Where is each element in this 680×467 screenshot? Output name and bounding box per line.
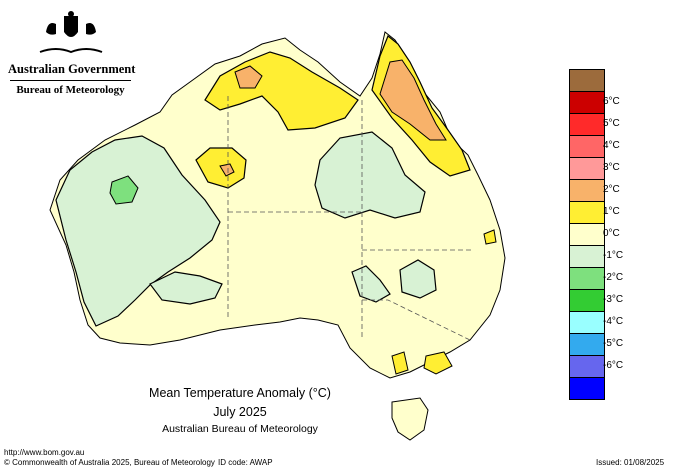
legend-swatch bbox=[570, 136, 604, 158]
legend-label: 4°C bbox=[603, 140, 620, 151]
anomaly-hot-north bbox=[234, 65, 263, 89]
legend-label: -2°C bbox=[603, 272, 624, 283]
anomaly-warm-vic-west bbox=[391, 351, 409, 375]
map-source: Australian Bureau of Meteorology bbox=[162, 423, 318, 435]
legend-label: 3°C bbox=[603, 162, 620, 173]
anomaly-cool-southeast bbox=[399, 259, 437, 299]
legend-swatch bbox=[570, 312, 604, 334]
legend-swatch bbox=[570, 290, 604, 312]
anomaly-colder-west bbox=[109, 175, 139, 205]
legend-swatch bbox=[570, 114, 604, 136]
anomaly-cool-central bbox=[314, 131, 426, 219]
anomaly-cool-west-south bbox=[149, 271, 223, 305]
legend-label: 5°C bbox=[603, 118, 620, 129]
legend-label: -5°C bbox=[603, 338, 624, 349]
footer-issued: Issued: 01/08/2025 bbox=[596, 458, 665, 467]
legend-label: -1°C bbox=[603, 250, 624, 261]
footer-copyright: © Commonwealth of Australia 2025, Bureau… bbox=[4, 458, 215, 467]
legend-label: 1°C bbox=[603, 206, 620, 217]
coat-of-arms-icon bbox=[39, 11, 102, 54]
legend-swatch bbox=[570, 356, 604, 378]
legend-swatch bbox=[570, 268, 604, 290]
branding-divider bbox=[10, 80, 131, 81]
legend-swatch bbox=[570, 92, 604, 114]
legend-swatch bbox=[570, 334, 604, 356]
bureau-name: Bureau of Meteorology bbox=[16, 84, 125, 96]
anomaly-hot-north-east bbox=[379, 59, 447, 141]
footer-id-code: ID code: AWAP bbox=[218, 458, 273, 467]
tasmania bbox=[391, 397, 429, 441]
legend-swatch bbox=[570, 224, 604, 246]
anomaly-warm-vic-east bbox=[423, 351, 453, 375]
legend-swatch bbox=[570, 246, 604, 268]
anomaly-hot-central bbox=[219, 163, 235, 177]
anomaly-warm-qld-coast bbox=[483, 229, 497, 245]
anomaly-cool-south bbox=[351, 265, 391, 303]
state-borders bbox=[227, 96, 472, 341]
anomaly-cool-west bbox=[55, 135, 221, 327]
legend-label: -6°C bbox=[603, 360, 624, 371]
legend-label: 2°C bbox=[603, 184, 620, 195]
legend-swatch bbox=[570, 70, 604, 92]
legend-swatch bbox=[570, 158, 604, 180]
government-name: Australian Government bbox=[8, 62, 136, 76]
color-legend bbox=[569, 69, 605, 400]
legend-label: 0°C bbox=[603, 228, 620, 239]
legend-label: -3°C bbox=[603, 294, 624, 305]
footer-url: http://www.bom.gov.au bbox=[4, 448, 85, 457]
legend-label: -4°C bbox=[603, 316, 624, 327]
legend-label: 6°C bbox=[603, 96, 620, 107]
map-period: July 2025 bbox=[213, 405, 267, 419]
legend-swatch bbox=[570, 202, 604, 224]
legend-swatch bbox=[570, 378, 604, 399]
legend-swatch bbox=[570, 180, 604, 202]
government-branding: Australian Government Bureau of Meteorol… bbox=[8, 10, 136, 96]
map-title: Mean Temperature Anomaly (°C) bbox=[149, 386, 331, 400]
